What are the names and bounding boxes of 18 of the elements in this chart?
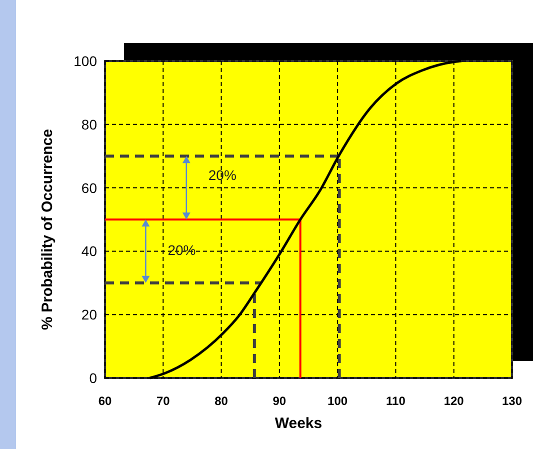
annotation: 20%: [168, 242, 196, 258]
x-tick-label: 80: [214, 394, 228, 408]
x-tick-label: 110: [386, 394, 406, 408]
x-tick-label: 60: [98, 394, 112, 408]
y-tick-label: 80: [81, 116, 98, 132]
x-axis-title: Weeks: [274, 415, 322, 432]
y-tick-label: 40: [81, 243, 98, 260]
y-tick-label: 0: [89, 370, 98, 386]
x-tick-label: 130: [502, 394, 522, 408]
annotation: 20%: [208, 166, 236, 183]
x-tick-label: 70: [156, 394, 170, 408]
x-tick-label: 120: [444, 394, 464, 408]
x-tick-label: 100: [328, 394, 348, 408]
y-axis-title: % Probability of Occurrence: [39, 129, 56, 330]
y-tick-label: 60: [81, 180, 98, 196]
x-tick-label: 90: [272, 394, 286, 408]
y-tick-label: 20: [81, 306, 98, 323]
y-tick-label: 100: [74, 53, 98, 69]
